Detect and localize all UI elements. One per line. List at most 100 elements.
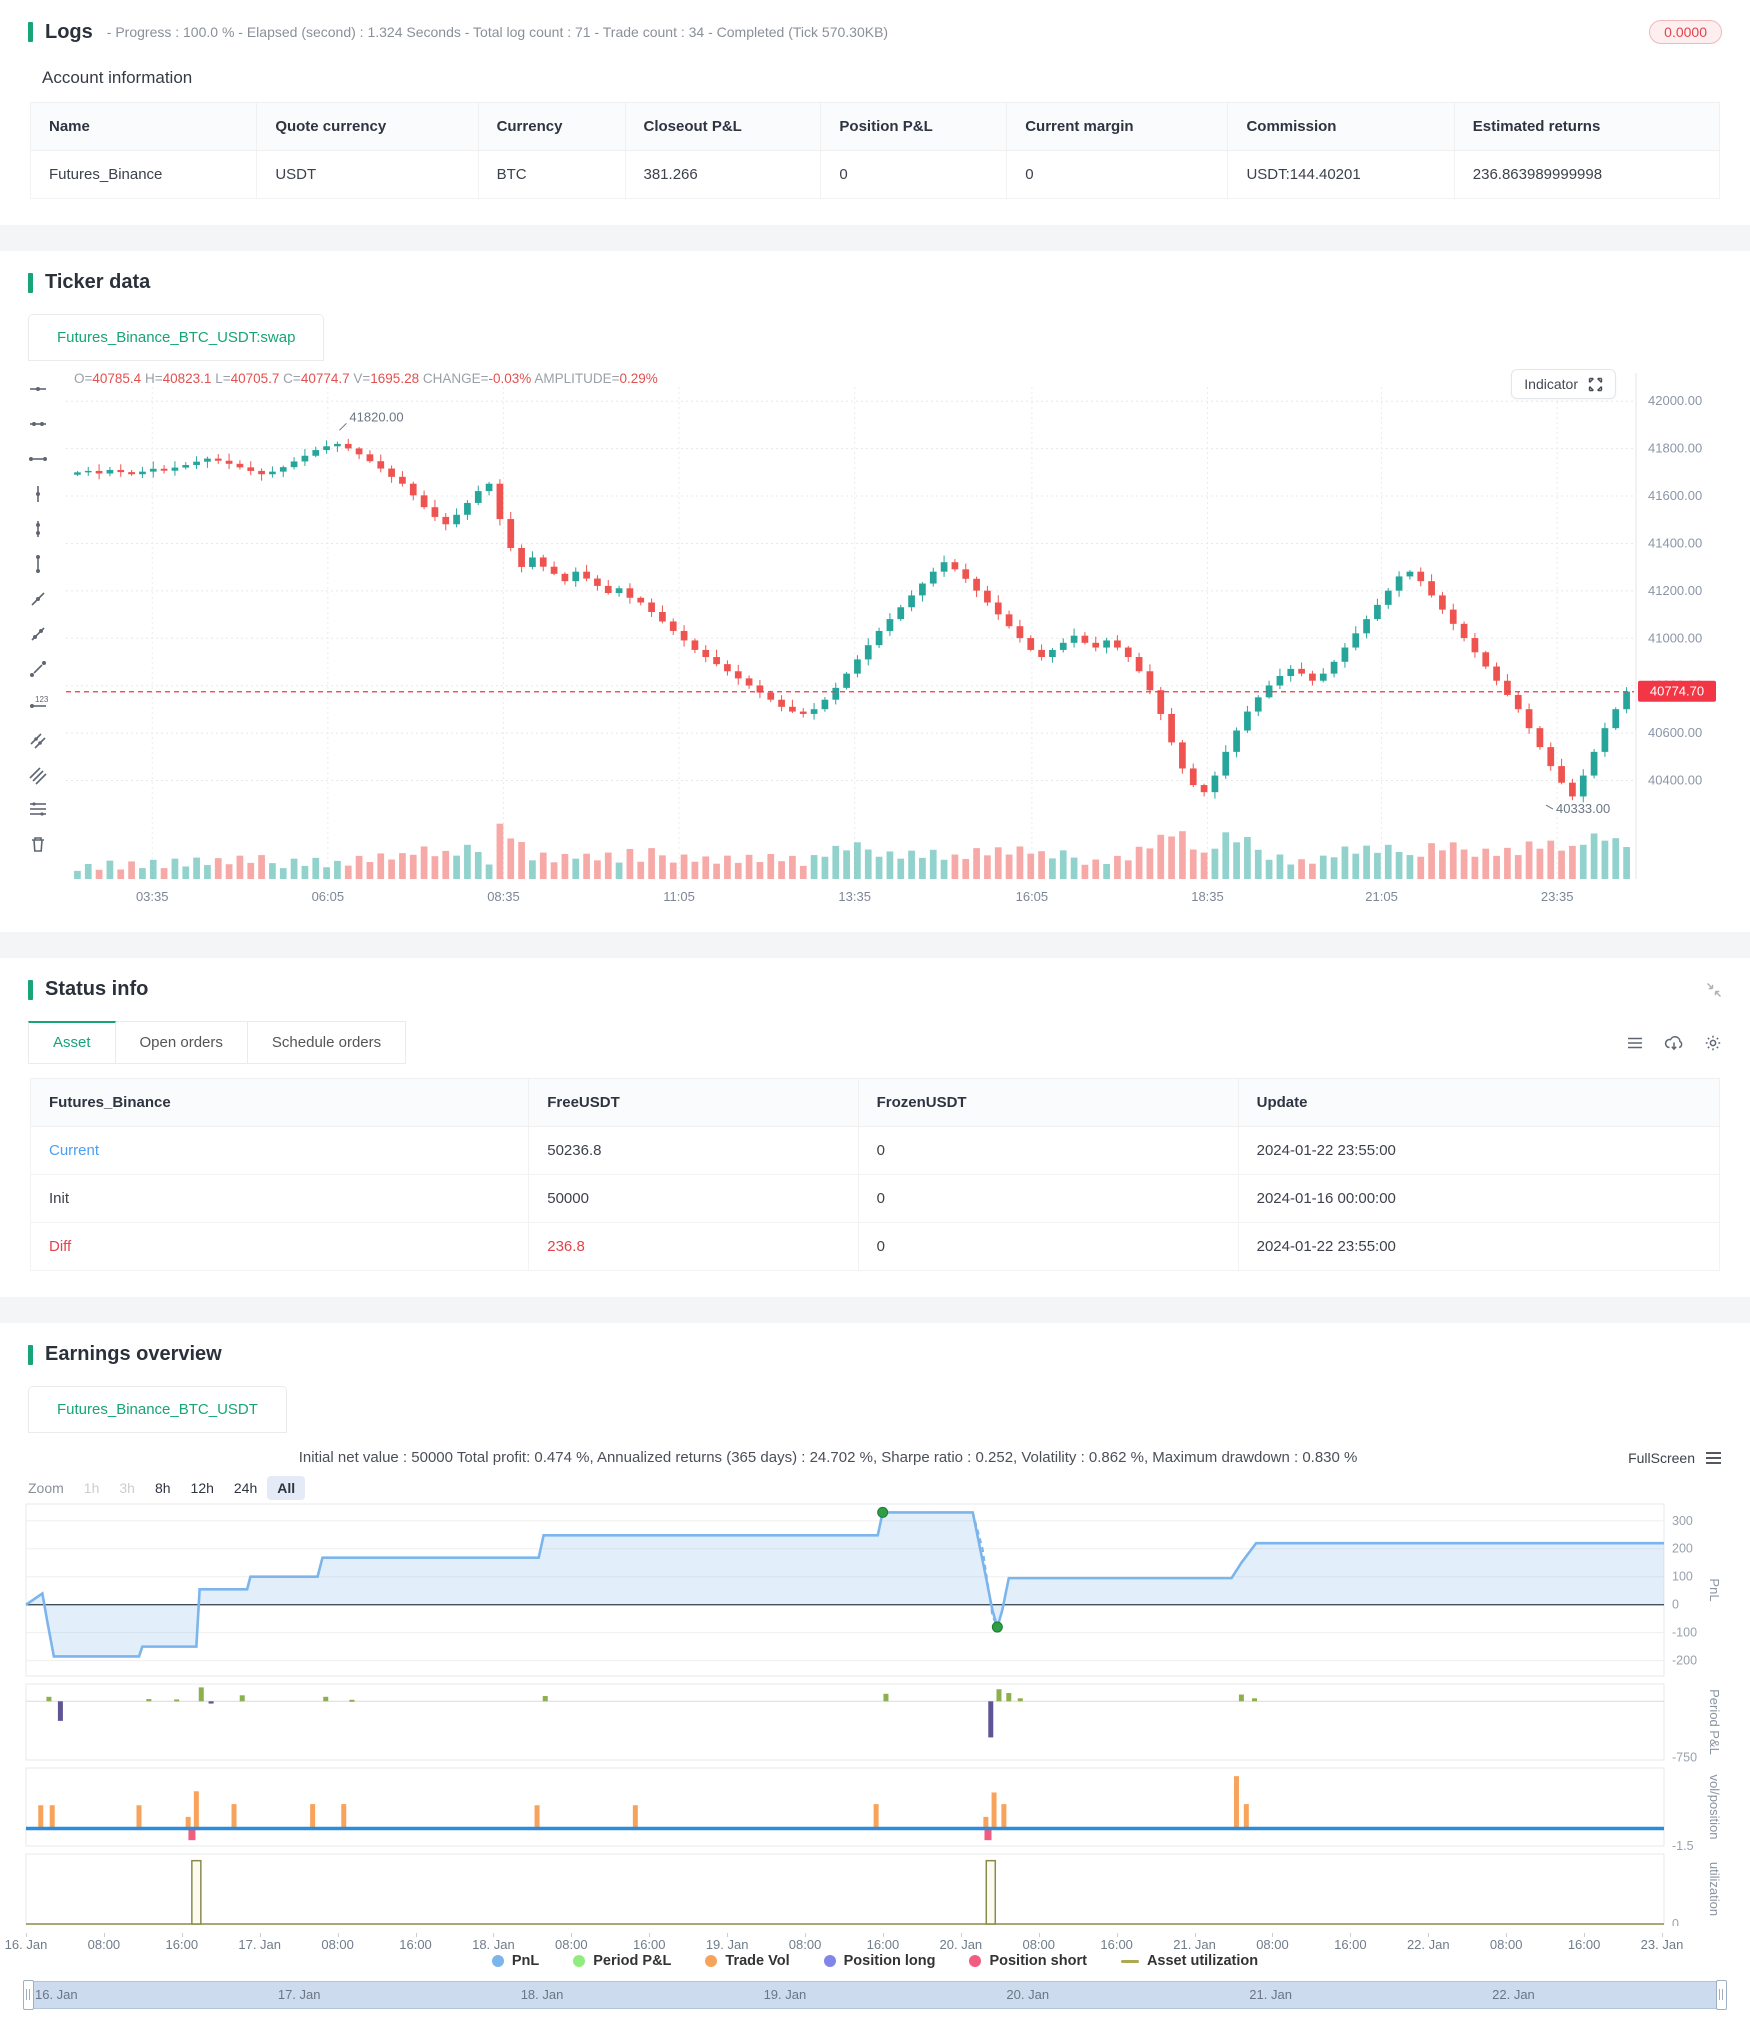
gear-icon[interactable] (1704, 1034, 1722, 1052)
x-axis-label: 08:00 (321, 1937, 354, 1952)
svg-text:41800.00: 41800.00 (1648, 441, 1702, 456)
svg-text:41000.00: 41000.00 (1648, 630, 1702, 645)
column-header: FreeUSDT (528, 1078, 859, 1127)
tab-open-orders[interactable]: Open orders (115, 1021, 248, 1064)
x-axis-label: 16:00 (866, 1937, 900, 1952)
legend-marker (969, 1955, 982, 1967)
volume-group (74, 823, 1630, 879)
update-cell: 2024-01-22 23:55:00 (1237, 1222, 1721, 1271)
navigator-left-handle[interactable] (23, 1980, 34, 2010)
table-row: Futures_Binance USDT BTC 381.266 0 0 USDT:144.… (29, 150, 1721, 199)
vertical-line-icon[interactable] (24, 480, 52, 508)
trend-line-icon[interactable] (24, 585, 52, 613)
svg-text:-100: -100 (1672, 1626, 1697, 1640)
ohlc-item: CHANGE=-0.03% (422, 371, 532, 386)
ohlc-item: C=40774.7 (283, 371, 350, 386)
account-table: Name Quote currency Currency Closeout P&L Po… (29, 102, 1721, 199)
ticker-title: Ticker data (45, 271, 151, 293)
candles-group (74, 438, 1630, 803)
zoom-option-24h[interactable]: 24h (233, 1480, 258, 1496)
logs-title: Logs (45, 20, 93, 43)
x-axis-label: 08:00 (1256, 1937, 1289, 1952)
frozen-usdt-cell: 0 (857, 1222, 1239, 1271)
tab-schedule-orders[interactable]: Schedule orders (247, 1021, 407, 1064)
low-annotation: 40333.00 (1556, 801, 1610, 816)
column-header: Closeout P&L (624, 102, 822, 151)
svg-text:123: 123 (35, 695, 49, 704)
tab-asset[interactable]: Asset (28, 1021, 116, 1064)
zoom-option-8h[interactable]: 8h (154, 1480, 171, 1496)
cloud-download-icon[interactable] (1664, 1034, 1684, 1052)
status-card: Status info Asset Open orders Schedule o… (0, 958, 1750, 1297)
table-cell: USDT (256, 150, 479, 199)
table-cell: 0 (820, 150, 1008, 199)
table-row: Current 50236.8 0 2024-01-22 23:55:00 (29, 1126, 1721, 1175)
high-annotation: 41820.00 (349, 409, 403, 424)
column-header: Futures_Binance (29, 1078, 530, 1127)
drawdown-marker (991, 1621, 1003, 1633)
svg-text:16:05: 16:05 (1016, 889, 1049, 904)
column-header: Update (1237, 1078, 1721, 1127)
zoom-option-all[interactable]: All (267, 1476, 306, 1500)
earnings-chart[interactable]: 300 200 100 0 -100 -200 PnL -750 Period P&L -1.5 v… (24, 1502, 1726, 1931)
panel-pnl: 300 200 100 0 -100 -200 PnL (25, 1503, 1722, 1677)
horizontal-segment-icon[interactable] (24, 445, 52, 473)
earnings-x-axis: 16. Jan 08:00 16:00 17. Jan 08:00 16:00 18. Ja… (5, 1933, 1726, 1955)
price-line-icon[interactable]: 123 (24, 690, 52, 718)
fullscreen-label: FullScreen (1628, 1449, 1695, 1466)
horizontal-ray-icon[interactable] (24, 410, 52, 438)
parallel-lines-icon[interactable] (24, 725, 52, 753)
vertical-ray-icon[interactable] (24, 515, 52, 543)
trash-icon[interactable] (24, 830, 52, 858)
list-icon[interactable] (1626, 1034, 1644, 1052)
zoom-option-12h[interactable]: 12h (190, 1480, 214, 1496)
svg-text:11:05: 11:05 (663, 889, 695, 904)
collapse-icon[interactable] (1706, 982, 1722, 998)
candlestick-chart-area[interactable]: O=40785.4 H=40823.1 L=40705.7 C=40774.7 … (60, 361, 1734, 914)
legend-item-asset-utilization[interactable]: Asset utilization (1120, 1953, 1259, 1969)
range-navigator[interactable]: 16. Jan 17. Jan 18. Jan 19. Jan 20. Jan 21. J… (23, 1980, 1727, 2010)
fibonacci-icon[interactable] (24, 795, 52, 823)
legend-item-position-long[interactable]: Position long (823, 1953, 935, 1969)
row-label[interactable]: Current (29, 1126, 530, 1175)
table-cell: Futures_Binance (29, 150, 258, 199)
indicator-button[interactable]: Indicator (1511, 369, 1616, 399)
fullscreen-button[interactable]: FullScreen (1628, 1450, 1722, 1466)
navigator-label: 21. Jan (1249, 1987, 1292, 2002)
svg-text:18:35: 18:35 (1191, 889, 1224, 904)
x-axis-label: 08:00 (87, 1937, 121, 1952)
x-axis-label: 18. Jan (472, 1937, 515, 1952)
section-accent-bar (28, 272, 33, 293)
price-channel-icon[interactable] (24, 760, 52, 788)
legend-item-pnl[interactable]: PnL (491, 1953, 539, 1969)
legend-label: Position short (989, 1953, 1087, 1969)
menu-icon[interactable] (1705, 1451, 1722, 1465)
section-divider (0, 225, 1750, 251)
vertical-segment-icon[interactable] (24, 550, 52, 578)
svg-text:41200.00: 41200.00 (1648, 583, 1702, 598)
legend-item-period-p-l[interactable]: Period P&L (573, 1953, 671, 1969)
horizontal-line-icon[interactable] (24, 375, 52, 403)
legend-item-trade-vol[interactable]: Trade Vol (705, 1953, 790, 1969)
svg-text:08:35: 08:35 (487, 889, 520, 904)
x-axis-label: 16. Jan (4, 1937, 48, 1952)
navigator-label: 20. Jan (1006, 1987, 1050, 2002)
section-divider (0, 932, 1750, 958)
expand-icon[interactable] (1588, 377, 1603, 392)
candlestick-chart[interactable]: 42000.00 41800.00 41600.00 41400.00 41200.00… (60, 361, 1734, 909)
frozen-usdt-cell: 0 (857, 1174, 1239, 1223)
utilization-spike (985, 1859, 997, 1925)
segment-line-icon[interactable] (24, 655, 52, 683)
legend-label: Asset utilization (1146, 1953, 1259, 1969)
svg-text:41400.00: 41400.00 (1648, 535, 1702, 550)
x-axis-label: 19. Jan (705, 1937, 749, 1952)
x-axis-label: 16:00 (632, 1937, 666, 1952)
ray-line-icon[interactable] (24, 620, 52, 648)
x-axis-label: 08:00 (1489, 1937, 1523, 1952)
earnings-symbol-tab[interactable]: Futures_Binance_BTC_USDT (28, 1386, 287, 1433)
ticker-symbol-tab[interactable]: Futures_Binance_BTC_USDT:swap (28, 314, 325, 361)
navigator-right-handle[interactable] (1716, 1980, 1727, 2010)
legend-marker (573, 1955, 586, 1967)
x-axis-label: 16:00 (1100, 1937, 1133, 1952)
legend-item-position-short[interactable]: Position short (969, 1953, 1087, 1969)
